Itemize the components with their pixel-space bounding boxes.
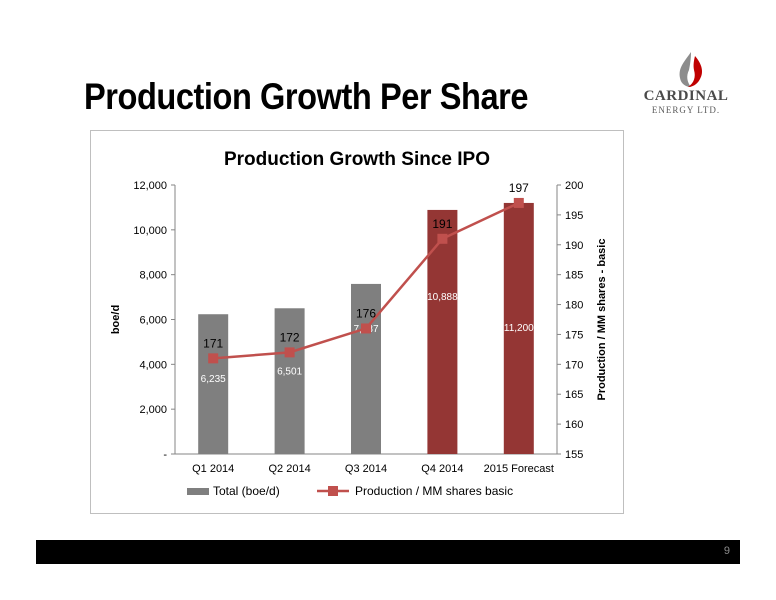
line-marker	[208, 353, 219, 364]
y-axis-label: boe/d	[110, 305, 122, 334]
x-tick-label: Q3 2014	[345, 463, 387, 475]
left-tick-label: 8,000	[139, 270, 167, 282]
logo-name: CARDINAL	[643, 88, 729, 104]
flame-icon	[679, 52, 703, 87]
line-data-label: 176	[356, 306, 376, 320]
left-tick-label: -	[163, 449, 167, 461]
right-tick-label: 200	[565, 180, 583, 192]
left-tick-label: 12,000	[133, 180, 167, 192]
footer-bar	[36, 540, 740, 564]
legend-line-marker	[328, 486, 338, 496]
logo-subtitle: ENERGY LTD.	[651, 105, 721, 115]
line-marker	[513, 197, 524, 208]
legend-line-label: Production / MM shares basic	[355, 484, 513, 498]
bar-data-label: 6,501	[277, 366, 302, 377]
right-tick-label: 170	[565, 359, 583, 371]
bar	[351, 283, 381, 454]
line-marker	[437, 233, 448, 244]
chart-title: Production Growth Since IPO	[224, 149, 490, 170]
page-number: 9	[723, 545, 730, 557]
line-data-label: 191	[432, 217, 452, 231]
slide-title: Production Growth Per Share	[84, 76, 529, 117]
bar-data-label: 11,200	[504, 323, 534, 334]
legend-bar-label: Total (boe/d)	[213, 484, 280, 498]
left-tick-label: 6,000	[139, 315, 167, 327]
bar	[427, 209, 458, 454]
left-tick-label: 2,000	[139, 404, 167, 416]
cardinal-logo: CARDINAL ENERGY LTD.	[636, 48, 736, 128]
combo-chart: Production Growth Since IPO - 2,000 4,000 6,…	[90, 130, 624, 514]
right-tick-label: 195	[565, 210, 583, 222]
bar-data-label: 10,888	[427, 292, 458, 303]
right-tick-label: 175	[565, 329, 583, 341]
left-tick-label: 10,000	[133, 225, 167, 237]
x-tick-label: Q4 2014	[421, 463, 463, 475]
x-tick-label: Q1 2014	[192, 463, 234, 475]
right-tick-label: 160	[565, 419, 583, 431]
legend-bar-swatch	[187, 488, 209, 495]
line-data-label: 172	[280, 330, 300, 344]
right-tick-label: 155	[565, 449, 583, 461]
bar	[274, 308, 305, 454]
right-tick-label: 180	[565, 300, 583, 312]
right-tick-label: 165	[565, 389, 583, 401]
line-data-label: 197	[509, 181, 529, 195]
bar	[198, 314, 229, 454]
x-tick-label: Q2 2014	[268, 463, 310, 475]
y-axis-right-label: Production / MM shares - basic	[596, 239, 608, 401]
line-data-label: 171	[203, 336, 223, 350]
right-tick-label: 190	[565, 240, 583, 252]
left-tick-label: 4,000	[139, 359, 167, 371]
bar	[503, 202, 534, 454]
line-marker	[361, 323, 371, 334]
bar-data-label: 6,235	[201, 374, 226, 385]
chart-canvas: Production Growth Since IPO - 2,000 4,000 6,…	[110, 149, 608, 498]
x-tick-label: 2015 Forecast	[484, 463, 554, 475]
line-marker	[284, 347, 295, 358]
right-tick-label: 185	[565, 270, 583, 282]
